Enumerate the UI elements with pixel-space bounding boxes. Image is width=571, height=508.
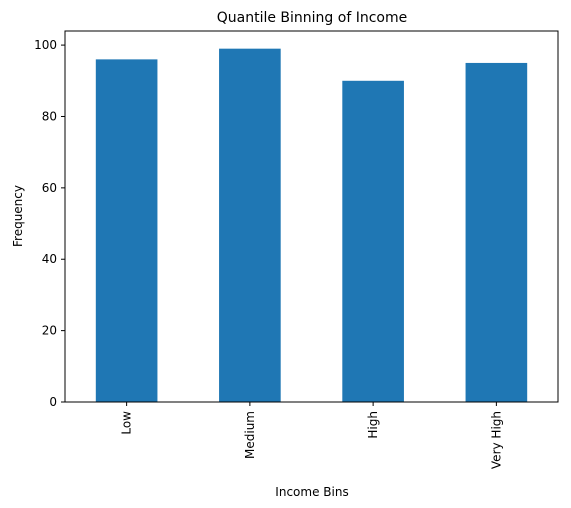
bar-medium <box>219 48 281 403</box>
y-tick-label: 0 <box>49 395 57 409</box>
y-axis-label: Frequency <box>11 185 25 247</box>
x-axis-label: Income Bins <box>275 485 348 499</box>
x-tick-label: Medium <box>243 411 257 459</box>
y-tick-label: 100 <box>34 38 57 52</box>
bar-low <box>95 59 158 403</box>
ticks-layer: Low Medium High Very High 0 20 40 60 80 100 <box>34 38 503 469</box>
x-tick-label: Very High <box>489 411 503 469</box>
y-tick-label: 20 <box>42 324 57 338</box>
y-tick-label: 80 <box>42 109 57 123</box>
y-tick-label: 60 <box>42 181 57 195</box>
x-tick-label: High <box>366 411 380 439</box>
bar-very-high <box>465 62 528 402</box>
y-tick-label: 40 <box>42 252 57 266</box>
bar-high <box>342 80 404 402</box>
chart-title: Quantile Binning of Income <box>217 10 407 26</box>
plot-frame <box>64 30 559 403</box>
x-tick-label: Low <box>120 411 134 435</box>
bars-layer <box>95 48 528 403</box>
